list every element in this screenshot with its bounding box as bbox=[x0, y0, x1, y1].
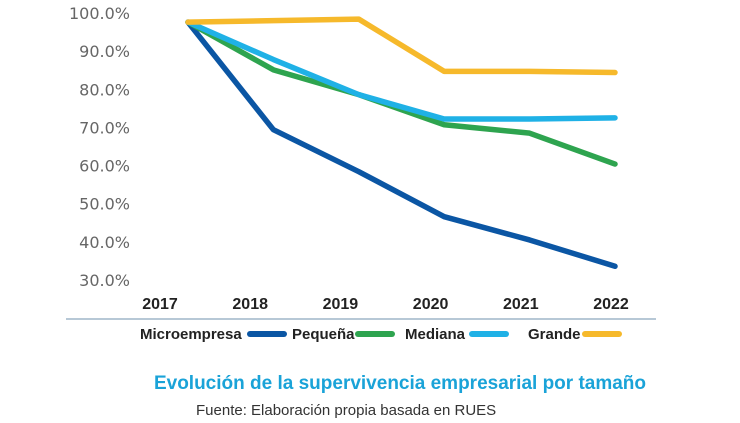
legend-label: Microempresa bbox=[140, 326, 242, 343]
x-tick-label: 2021 bbox=[503, 296, 539, 313]
y-tick-label: 30.0% bbox=[79, 271, 130, 290]
y-tick-label: 40.0% bbox=[79, 233, 130, 252]
chart-source: Fuente: Elaboración propia basada en RUE… bbox=[196, 402, 497, 419]
chart-title: Evolución de la supervivencia empresaria… bbox=[153, 373, 647, 394]
y-tick-label: 50.0% bbox=[79, 195, 130, 214]
legend-label: Mediana bbox=[405, 326, 466, 343]
series-line-mediana bbox=[185, 19, 618, 122]
y-tick-label: 100.0% bbox=[69, 4, 130, 23]
series-line-pequeña bbox=[185, 19, 618, 167]
x-tick-label: 2020 bbox=[413, 296, 449, 313]
legend-label: Grande bbox=[528, 326, 581, 343]
y-tick-label: 70.0% bbox=[79, 118, 130, 137]
x-tick-label: 2019 bbox=[323, 296, 359, 313]
y-tick-label: 80.0% bbox=[79, 80, 130, 99]
y-tick-label: 90.0% bbox=[79, 42, 130, 61]
x-tick-label: 2022 bbox=[593, 296, 629, 313]
y-tick-label: 60.0% bbox=[79, 157, 130, 176]
series-line-grande bbox=[185, 16, 618, 76]
legend-label: Pequeña bbox=[292, 326, 355, 343]
series-line-microempresa bbox=[185, 19, 618, 270]
x-tick-label: 2018 bbox=[232, 296, 268, 313]
x-tick-label: 2017 bbox=[142, 296, 178, 313]
